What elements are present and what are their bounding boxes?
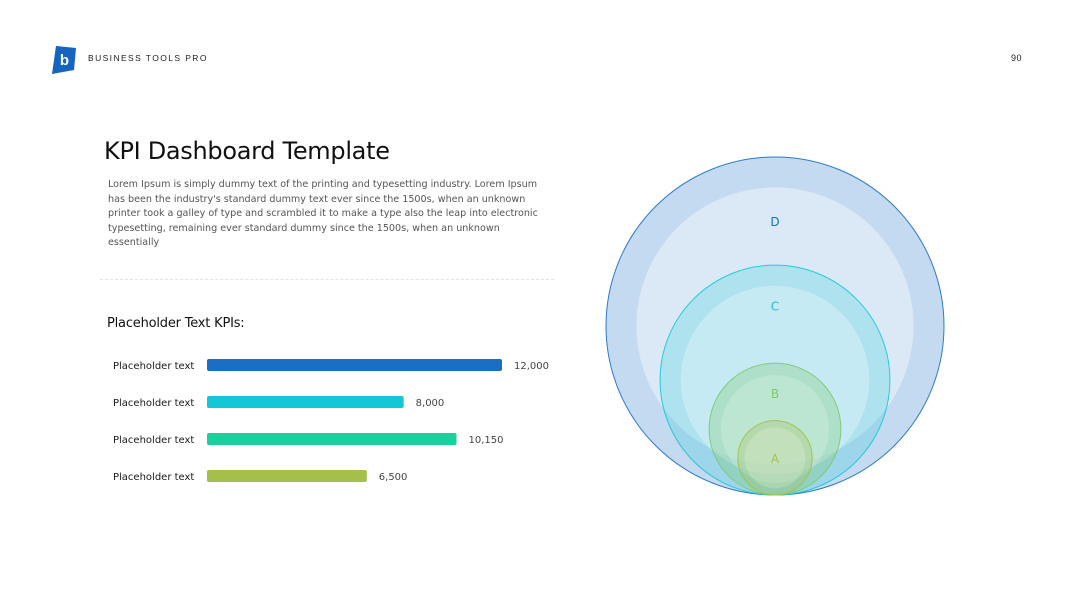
- bar-value-label: 12,000: [514, 361, 549, 372]
- circle-label: C: [771, 299, 779, 313]
- kpi-bar: [207, 433, 457, 445]
- kpi-bar-chart: Placeholder text 12,000 Placeholder text 8,…: [113, 359, 549, 483]
- bar-category-label: Placeholder text: [113, 361, 194, 372]
- circle-d: D: [605, 156, 945, 496]
- brand-logo-icon: b: [52, 46, 76, 74]
- bar-category-label: Placeholder text: [113, 398, 194, 409]
- bar-value-label: 8,000: [416, 398, 445, 409]
- page-title: KPI Dashboard Template: [104, 137, 390, 166]
- page-number: 90: [1010, 53, 1022, 63]
- section-divider: [100, 279, 554, 280]
- circle-label: D: [770, 215, 779, 229]
- circle-c: C: [659, 264, 891, 496]
- circle-b: B: [708, 362, 842, 496]
- kpi-heading: Placeholder Text KPIs:: [107, 316, 245, 331]
- bar-value-label: 10,150: [469, 435, 504, 446]
- bar-category-label: Placeholder text: [113, 472, 194, 483]
- circle-label: B: [771, 387, 779, 401]
- kpi-bar: [207, 396, 404, 408]
- circle-a: A: [737, 420, 813, 496]
- brand-name: BUSINESS TOOLS PRO: [88, 53, 208, 63]
- description-text: Lorem Ipsum is simply dummy text of the …: [108, 179, 538, 249]
- logo-letter: b: [60, 52, 69, 69]
- kpi-bar: [207, 359, 502, 371]
- bar-value-label: 6,500: [379, 472, 408, 483]
- bar-category-label: Placeholder text: [113, 435, 194, 446]
- circle-label: A: [771, 452, 780, 466]
- kpi-bar: [207, 470, 367, 482]
